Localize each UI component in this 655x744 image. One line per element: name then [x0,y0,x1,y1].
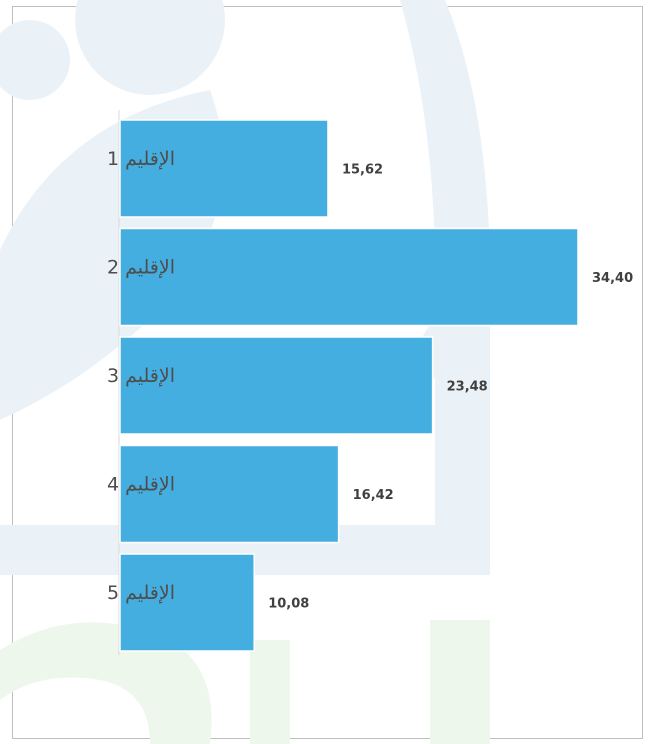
category-label-4: الإقليم 4 [107,474,175,496]
bar-4 [119,444,340,544]
value-label-5: 10,08 [268,597,309,612]
bar-5 [119,553,255,652]
bar-2 [119,227,579,327]
value-label-4: 16,42 [353,488,394,503]
category-label-2: الإقليم 2 [107,257,175,279]
category-label-1: الإقليم 1 [107,148,175,170]
category-label-5: الإقليم 5 [107,582,175,604]
labels-layer: 15,62 الإقليم 1 34,40 الإقليم 2 23,48 الإقليم… [107,148,633,612]
value-label-1: 15,62 [342,163,383,178]
bar-3 [119,336,434,435]
category-label-3: الإقليم 3 [107,365,175,387]
value-label-2: 34,40 [592,271,633,286]
bars-layer [119,119,579,652]
bar-1 [119,119,329,218]
value-label-3: 23,48 [447,380,488,395]
